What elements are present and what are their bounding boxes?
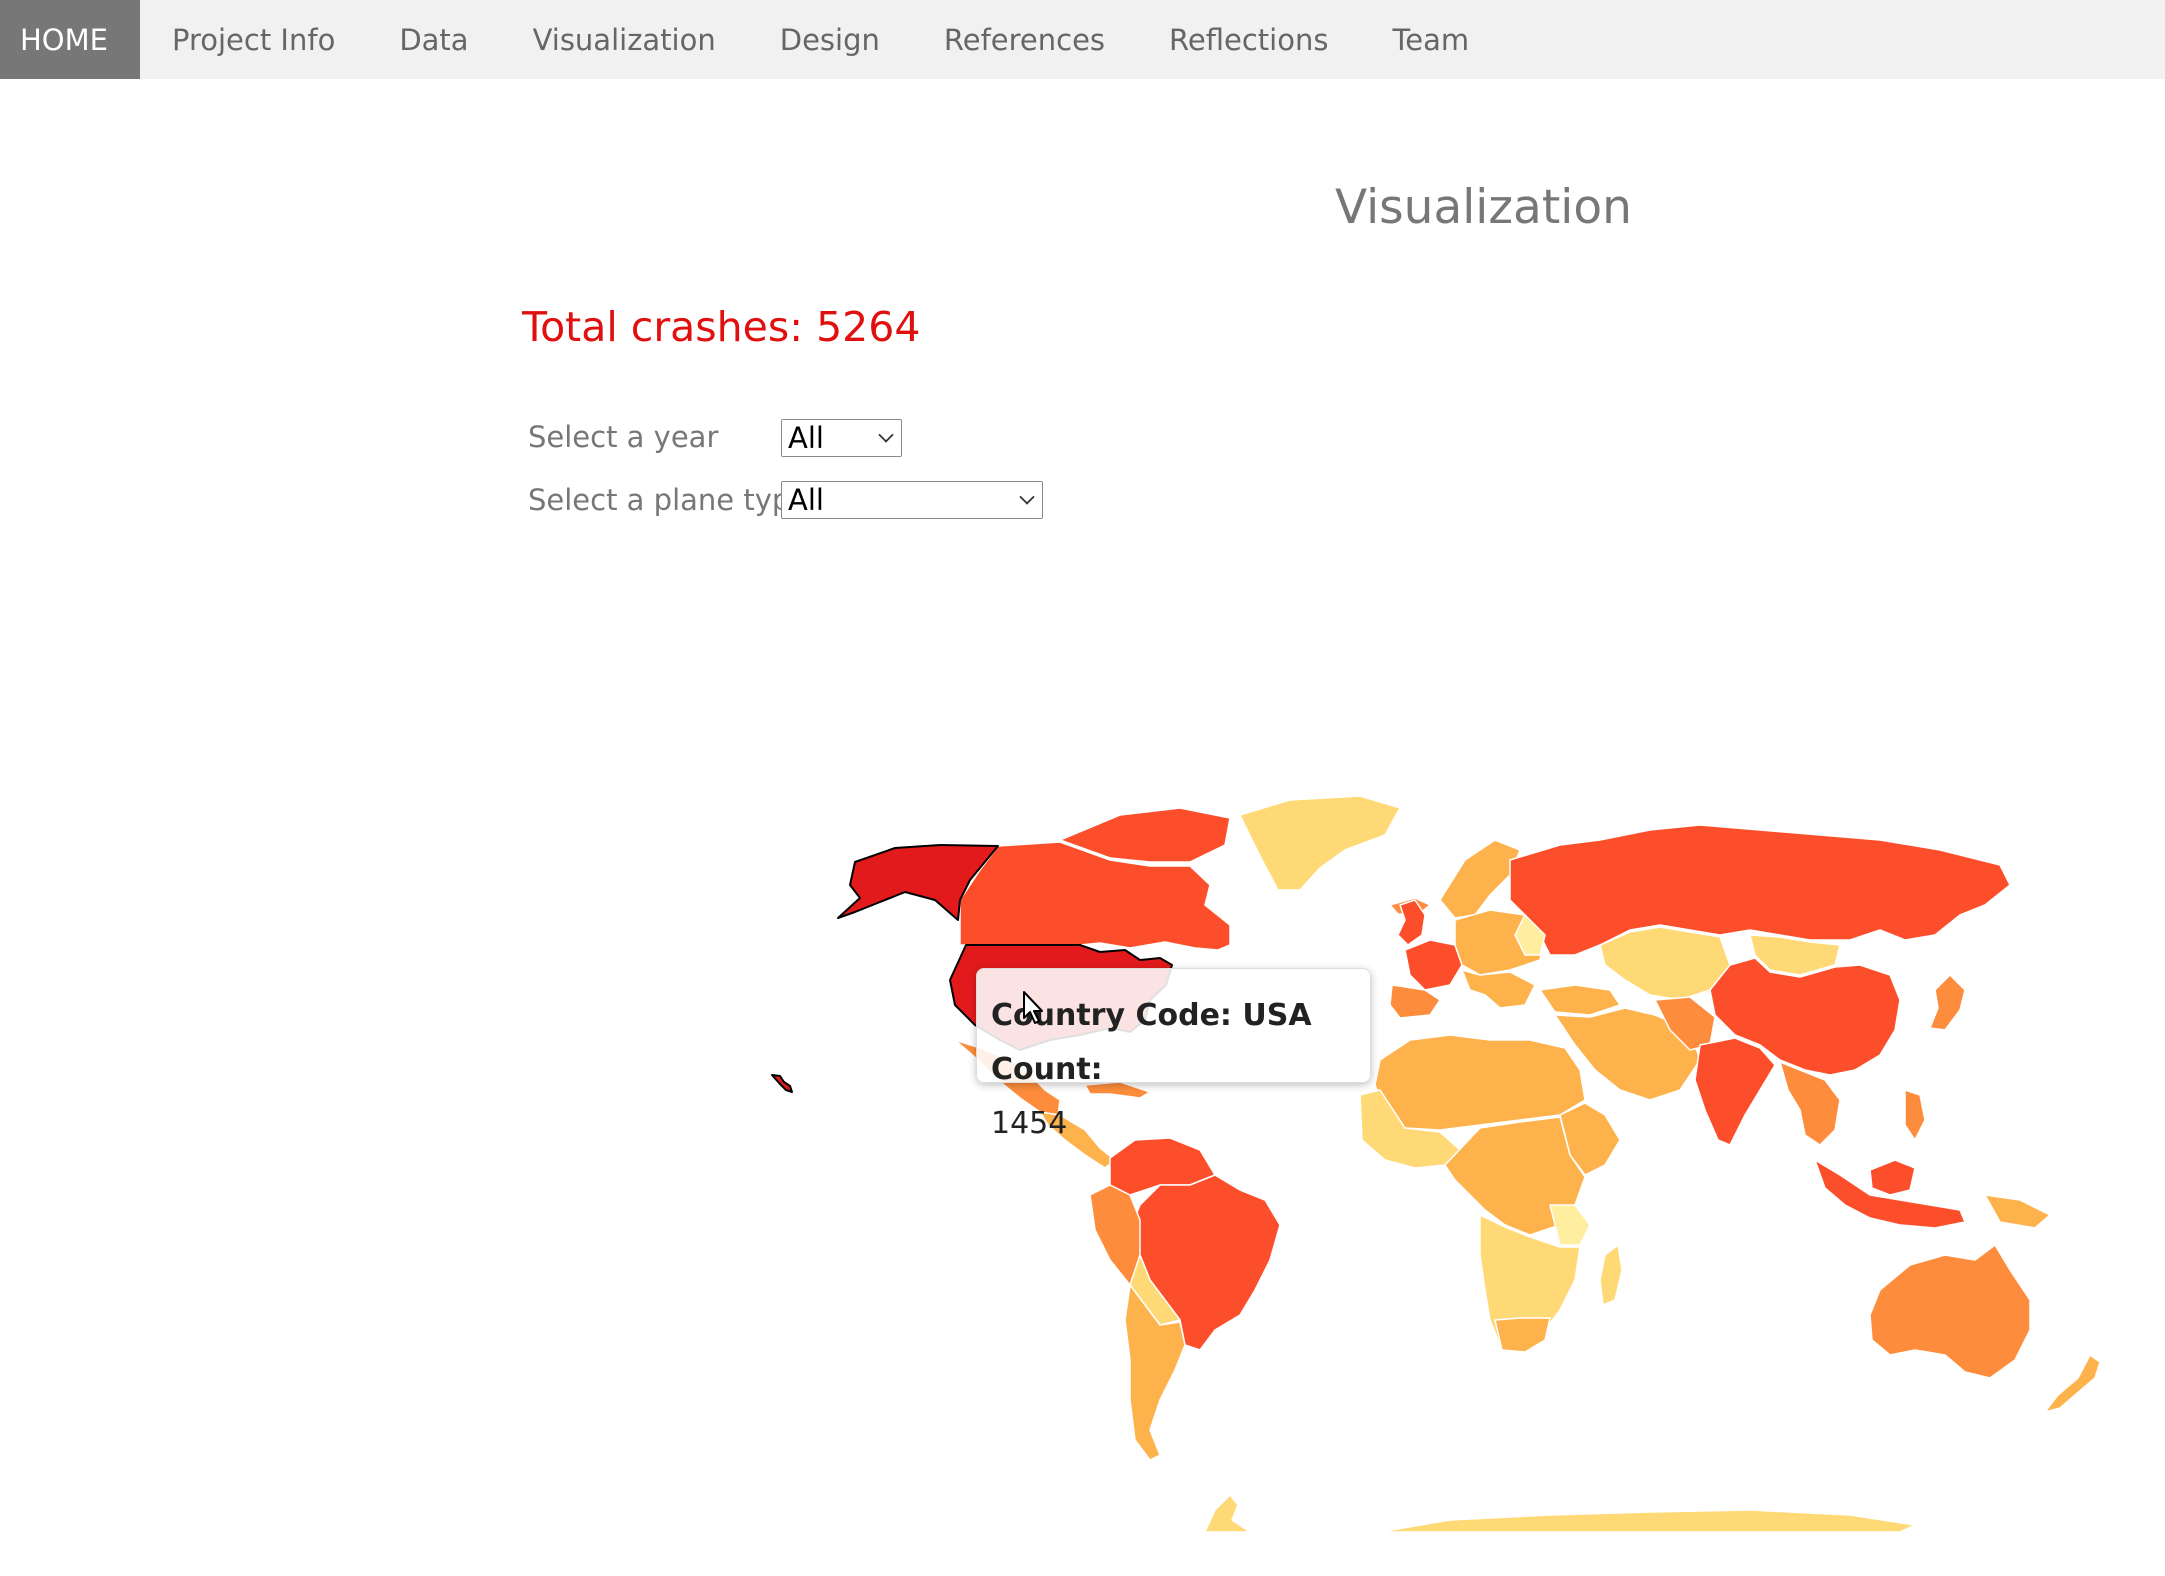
country-uk[interactable]: [1397, 899, 1426, 946]
country-turkey[interactable]: [1539, 984, 1621, 1016]
tooltip-text: Country Code: USA Count:: [991, 998, 1312, 1087]
country-indonesia[interactable]: [1814, 1159, 1966, 1229]
country-mongolia[interactable]: [1749, 934, 1841, 976]
nav-home[interactable]: HOME: [0, 0, 140, 79]
country-middle-east[interactable]: [1554, 1007, 1701, 1101]
country-russia[interactable]: [1509, 824, 2011, 956]
plane-type-select[interactable]: All: [781, 481, 1043, 519]
country-new-zealand[interactable]: [2044, 1354, 2101, 1413]
country-canada[interactable]: [959, 841, 1231, 951]
country-canada-islands[interactable]: [1059, 807, 1231, 863]
country-ukraine[interactable]: [1514, 914, 1546, 956]
year-filter-label: Select a year: [528, 420, 719, 454]
country-china[interactable]: [1709, 957, 1901, 1076]
nav-references[interactable]: References: [943, 22, 1106, 57]
plane-type-select-value: All: [788, 483, 824, 517]
country-japan[interactable]: [1929, 974, 1966, 1031]
country-scandinavia[interactable]: [1439, 839, 1521, 919]
nav-data[interactable]: Data: [399, 22, 469, 57]
page-title: Visualization: [1335, 180, 1632, 235]
country-france[interactable]: [1404, 939, 1463, 991]
country-usa-hawaii[interactable]: [771, 1074, 793, 1093]
country-india[interactable]: [1694, 1037, 1776, 1146]
country-papua[interactable]: [1984, 1194, 2051, 1229]
country-south-africa[interactable]: [1494, 1317, 1551, 1353]
year-select-value: All: [788, 421, 824, 455]
country-spain[interactable]: [1389, 984, 1441, 1019]
nav-visualization[interactable]: Visualization: [532, 22, 716, 57]
year-select[interactable]: All: [781, 419, 902, 457]
nav-reflections[interactable]: Reflections: [1169, 22, 1329, 57]
country-usa-alaska[interactable]: [837, 844, 999, 921]
country-philippines[interactable]: [1904, 1089, 1926, 1141]
country-italy-balkans[interactable]: [1461, 969, 1536, 1009]
country-antarctica[interactable]: [1379, 1509, 1916, 1533]
top-nav: HOME Project Info Data Visualization Des…: [0, 0, 2165, 79]
nav-team[interactable]: Team: [1392, 22, 1470, 57]
country-argentina[interactable]: [1124, 1284, 1186, 1461]
mouse-cursor-icon: [1023, 991, 1043, 1024]
plane-type-filter-label: Select a plane type: [528, 483, 809, 517]
country-australia[interactable]: [1869, 1244, 2031, 1379]
country-africa-south[interactable]: [1479, 1214, 1581, 1351]
nav-project-info[interactable]: Project Info: [171, 22, 336, 57]
nav-design[interactable]: Design: [779, 22, 880, 57]
country-africa-north[interactable]: [1374, 1034, 1586, 1131]
country-antarctica-peninsula[interactable]: [1204, 1494, 1251, 1533]
country-borneo[interactable]: [1869, 1159, 1916, 1196]
tooltip-count: 1454: [991, 1106, 1068, 1141]
map-tooltip: Country Code: USA Count: 1454: [976, 968, 1371, 1141]
total-crashes: Total crashes: 5264: [522, 303, 921, 351]
country-madagascar[interactable]: [1599, 1244, 1623, 1306]
country-greenland[interactable]: [1239, 795, 1401, 891]
country-southeast-asia[interactable]: [1779, 1061, 1841, 1146]
country-tanzania[interactable]: [1549, 1204, 1591, 1246]
